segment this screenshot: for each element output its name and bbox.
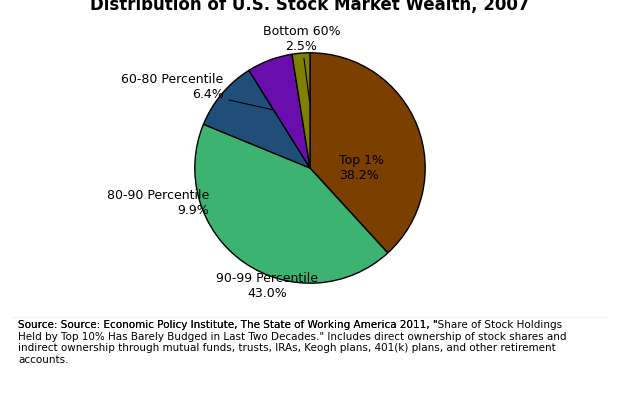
Text: 90-99 Percentile
43.0%: 90-99 Percentile 43.0% (216, 272, 318, 300)
Text: Source: Source: Economic Policy Institute, The State of Working America 2011, ": Source: Source: Economic Policy Institut… (19, 320, 438, 330)
Text: 80-90 Percentile
9.9%: 80-90 Percentile 9.9% (107, 188, 209, 216)
Wedge shape (292, 53, 310, 168)
Text: 60-80 Percentile
6.4%: 60-80 Percentile 6.4% (122, 73, 273, 110)
Text: Top 1%
38.2%: Top 1% 38.2% (339, 154, 384, 182)
Wedge shape (195, 124, 388, 283)
Text: Source: Source: Economic Policy Institute, The State of Working America 2011, "S: Source: Source: Economic Policy Institut… (19, 320, 567, 365)
Wedge shape (310, 53, 425, 253)
Text: Bottom 60%
2.5%: Bottom 60% 2.5% (262, 25, 340, 102)
Wedge shape (203, 70, 310, 168)
Title: Distribution of U.S. Stock Market Wealth, 2007: Distribution of U.S. Stock Market Wealth… (91, 0, 529, 14)
Wedge shape (249, 54, 310, 168)
